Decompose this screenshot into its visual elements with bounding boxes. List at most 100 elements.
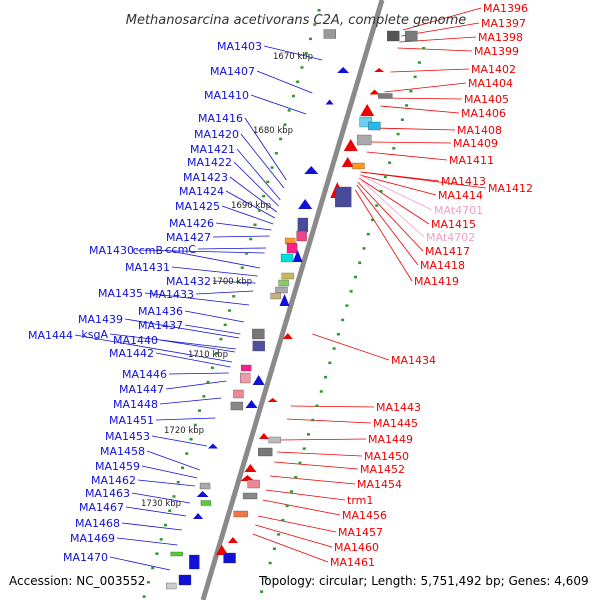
ruler-tick	[400, 118, 404, 121]
gene-label-ma1404: MA1404	[468, 77, 513, 90]
leader-line-ma1457	[257, 515, 337, 533]
leader-line-ma1419	[354, 189, 413, 282]
leader-line-ma1402	[390, 68, 470, 73]
gene-label-ma1423: MA1423	[183, 171, 228, 184]
leader-line-ma1444	[74, 334, 233, 363]
ruler-tick	[172, 495, 176, 498]
ruler-tick	[266, 180, 270, 184]
gene-label-ma1437: MA1437	[138, 319, 183, 332]
ruler-tick	[236, 280, 240, 284]
gene-label-ma1417: MA1417	[425, 245, 470, 258]
leader-line-mat4701	[359, 174, 433, 211]
scale-label-1670-kbp: 1670 kbp	[273, 52, 313, 62]
gene-label-ma1403: MA1403	[217, 40, 262, 53]
leader-line-ma1451	[155, 417, 216, 421]
gene-label-mat4702: MAt4702	[426, 231, 475, 244]
gene-label-ma1461: MA1461	[330, 556, 375, 569]
ruler-tick	[396, 132, 400, 136]
gene-label-ma1439: MA1439	[78, 313, 123, 326]
leader-line-ma1468	[121, 522, 182, 531]
gene-feature-box	[378, 93, 393, 99]
leader-line-ma1407	[256, 70, 313, 94]
gene-label-ma1407: MA1407	[210, 65, 255, 78]
gene-label-ma1425: MA1425	[175, 200, 220, 213]
ruler-tick	[413, 75, 417, 79]
gene-feature-arrow	[343, 139, 358, 151]
ruler-tick	[375, 204, 379, 207]
leader-line-ma1467	[125, 506, 187, 517]
gene-label-ma1432: MA1432	[166, 275, 211, 288]
gene-label-ma1411: MA1411	[449, 154, 494, 167]
leader-line-ma1449	[280, 438, 367, 441]
gene-feature-box	[296, 230, 307, 242]
gene-feature-box	[233, 510, 248, 518]
ruler-tick	[257, 209, 261, 212]
gene-feature-arrow	[304, 166, 319, 174]
gene-feature-arrow	[360, 104, 375, 116]
leader-line-ksga	[109, 333, 236, 350]
gene-feature-box	[258, 447, 273, 457]
accession-text: Accession: NC_003552	[9, 574, 146, 588]
ruler-tick	[353, 275, 357, 279]
leader-line-ma1424	[225, 190, 276, 219]
leader-line-ma1456	[262, 499, 341, 516]
ruler-tick	[163, 523, 167, 527]
ruler-tick	[159, 538, 163, 541]
gene-feature-arrow	[227, 537, 238, 543]
ruler-tick	[155, 552, 159, 555]
gene-label-ma1419: MA1419	[414, 275, 459, 288]
ruler-tick	[332, 347, 336, 350]
leader-line-ma1399	[397, 47, 473, 52]
leader-line-ma1416	[244, 117, 287, 181]
gene-feature-box	[405, 30, 418, 42]
leader-line-ma1443	[290, 405, 375, 408]
ruler-tick	[223, 323, 227, 327]
gene-feature-box	[223, 552, 236, 564]
ruler-tick	[417, 61, 421, 64]
ruler-tick	[324, 375, 328, 379]
gene-feature-box	[178, 574, 192, 586]
gene-label-ma1454: MA1454	[357, 478, 402, 491]
gene-label-ma1410: MA1410	[204, 89, 249, 102]
leader-line-ma1436	[184, 310, 245, 323]
gene-label-ccmb: ccmB	[133, 244, 163, 257]
ruler-tick	[392, 147, 396, 150]
ruler-tick	[409, 89, 413, 93]
gene-label-ma1422: MA1422	[187, 156, 232, 169]
ruler-tick	[388, 161, 392, 164]
gene-feature-box	[230, 401, 244, 411]
leader-line-ccmc	[197, 247, 267, 250]
ruler-tick	[383, 175, 387, 179]
leader-line-ma1423	[229, 176, 278, 213]
gene-label-ma1406: MA1406	[461, 107, 506, 120]
leader-line-ma1420	[240, 133, 285, 189]
gene-feature-box	[368, 121, 381, 131]
ruler-tick	[176, 480, 180, 484]
ruler-tick	[349, 290, 353, 293]
gene-label-ma1460: MA1460	[334, 541, 379, 554]
leader-line-ma1462	[137, 479, 196, 487]
ruler-tick	[328, 361, 332, 365]
ruler-tick	[215, 352, 219, 355]
gene-label-ma1405: MA1405	[464, 93, 509, 106]
gene-feature-box	[280, 253, 294, 263]
ruler-tick	[366, 232, 370, 236]
leader-line-ma1453	[151, 435, 208, 447]
ruler-tick	[294, 476, 298, 479]
gene-label-ma1430: MA1430	[89, 244, 134, 257]
gene-label-ma1426: MA1426	[169, 217, 214, 230]
gene-label-ma1467: MA1467	[79, 501, 124, 514]
leader-line-ma1459	[141, 465, 198, 479]
ruler-tick	[249, 237, 253, 241]
gene-label-ksga: ksgA	[81, 328, 108, 341]
gene-label-ma1463: MA1463	[85, 487, 130, 500]
leader-line-ma1421	[236, 148, 281, 201]
ruler-tick	[146, 581, 150, 584]
leader-line-ma1422	[233, 161, 279, 207]
gene-label-ma1433: MA1433	[149, 288, 194, 301]
gene-label-ma1457: MA1457	[338, 526, 383, 539]
gene-label-ma1442: MA1442	[109, 347, 154, 360]
gene-feature-box	[323, 29, 337, 39]
gene-feature-arrow	[252, 375, 265, 385]
